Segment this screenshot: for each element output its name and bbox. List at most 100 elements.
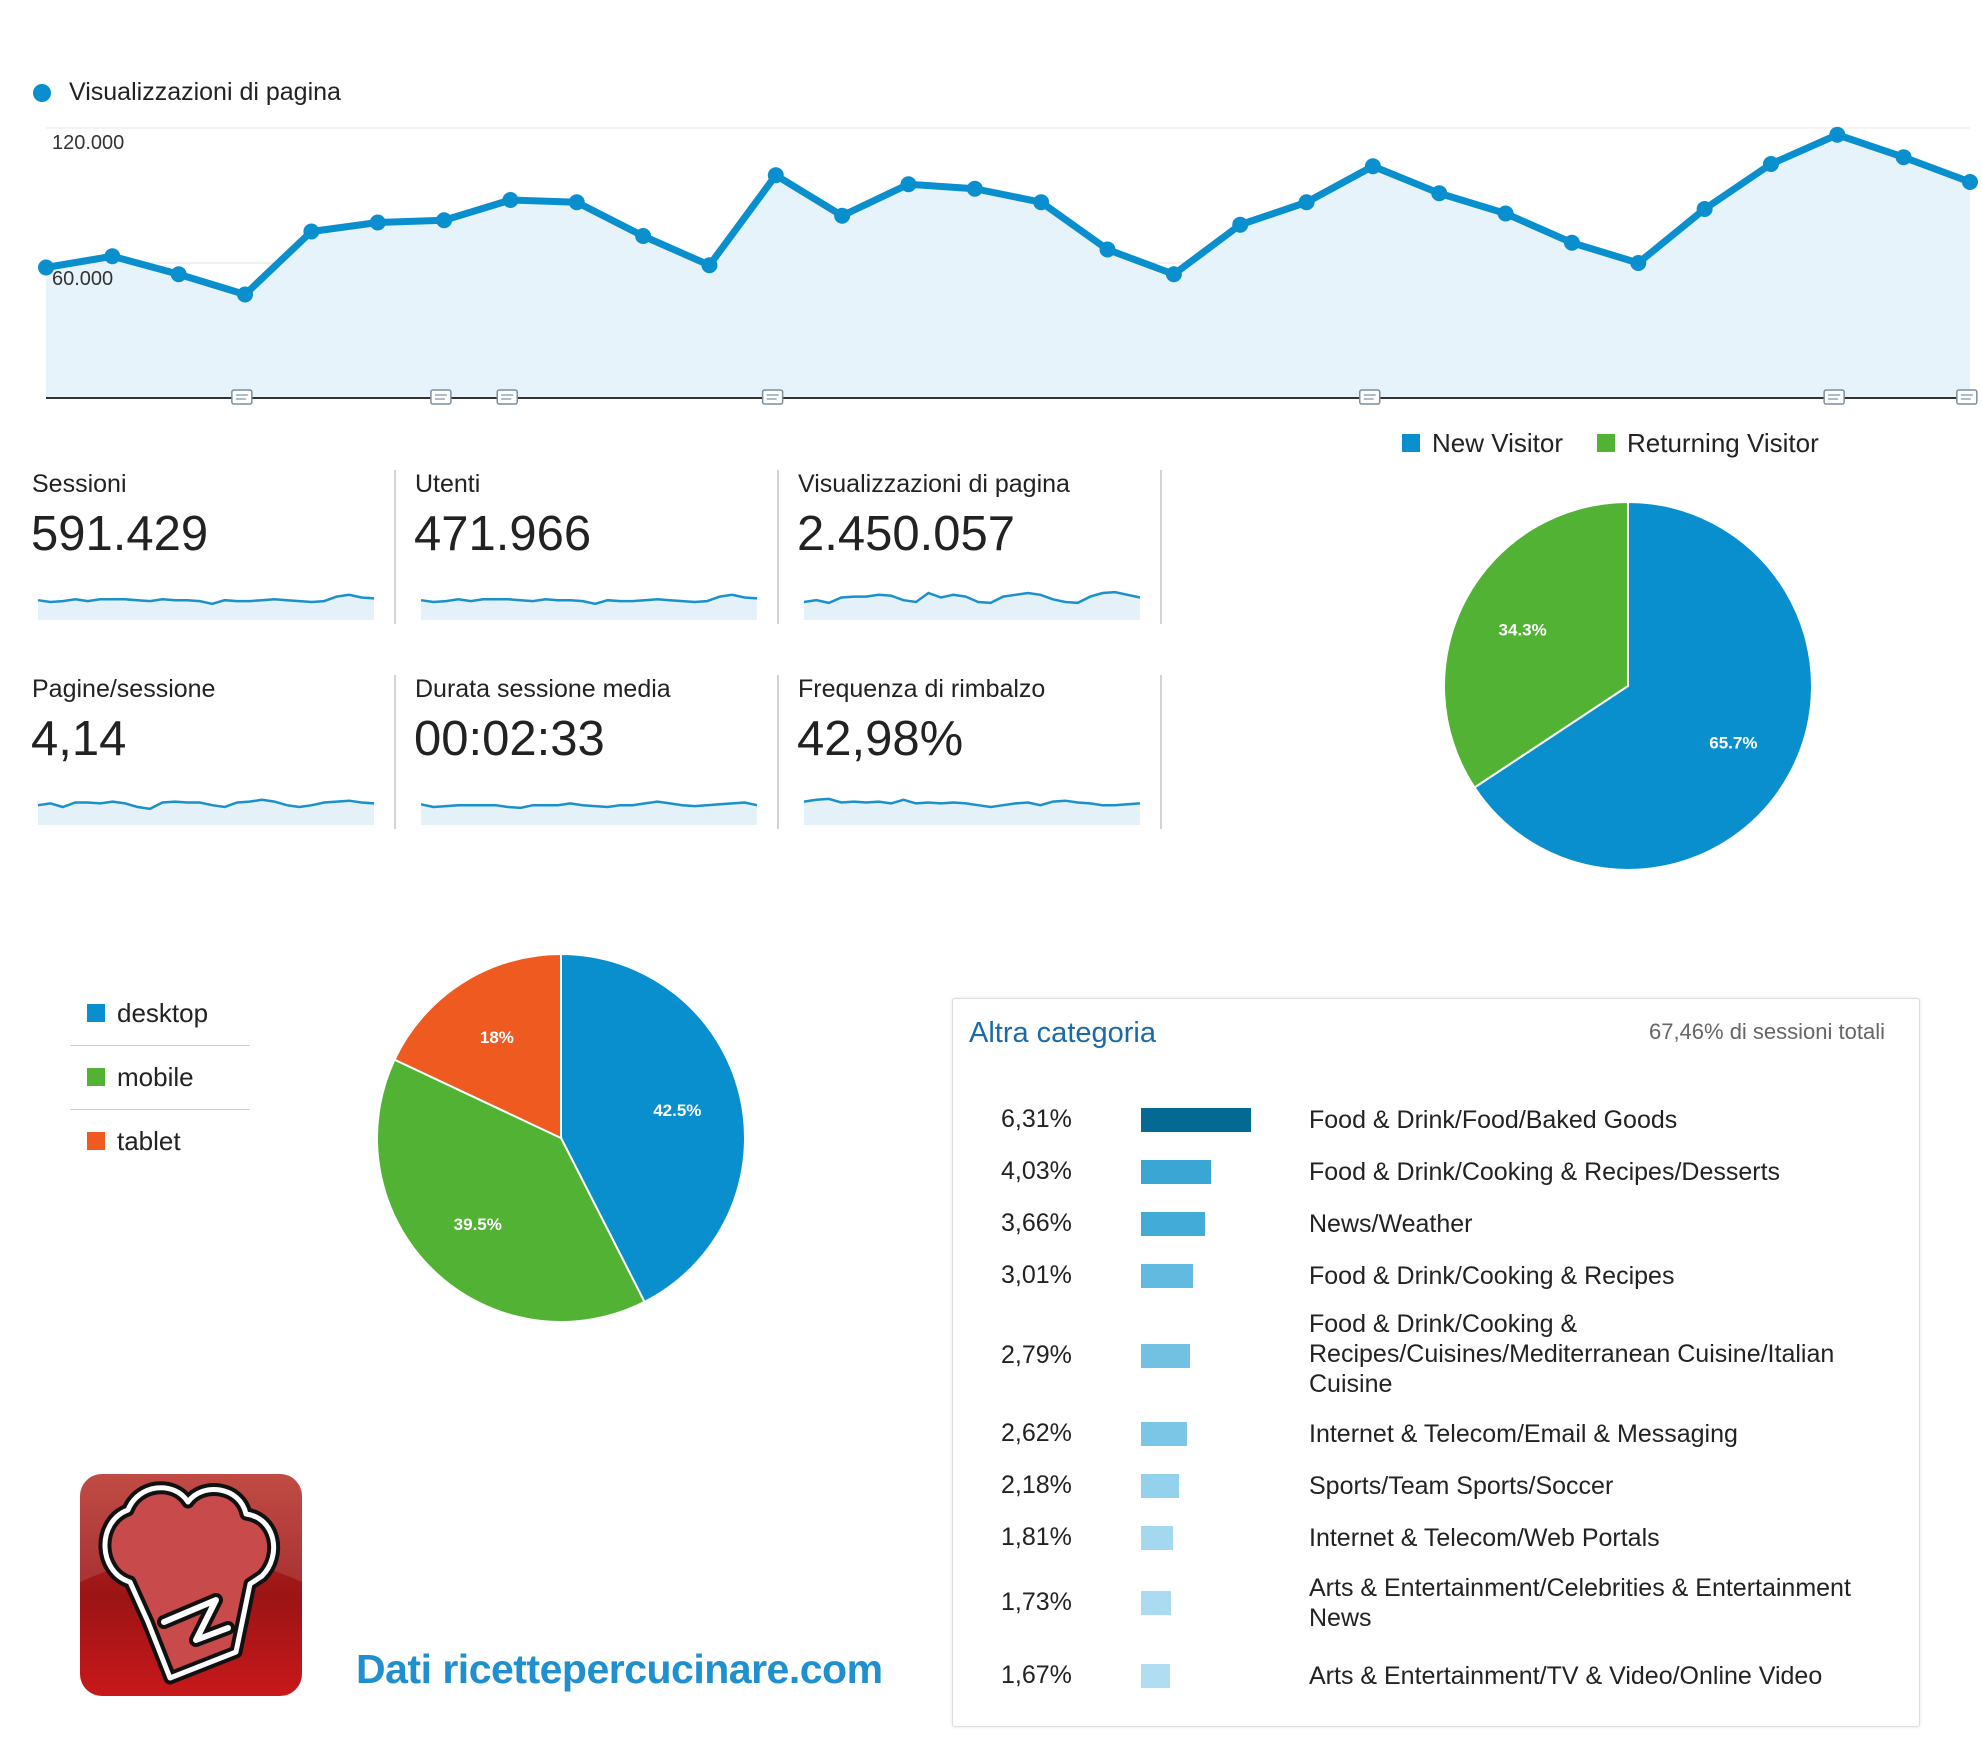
series-line — [45, 131, 1972, 298]
metric-divider — [394, 675, 396, 829]
annotation-icon — [761, 389, 784, 405]
legend-mobile-label: mobile — [117, 1062, 194, 1092]
data-point — [303, 223, 320, 240]
main-legend-label: Visualizzazioni di pagina — [69, 78, 341, 106]
data-point — [436, 212, 453, 229]
category-name: Food & Drink/Cooking & Recipes/Desserts — [1309, 1158, 1781, 1186]
metric-label: Sessioni — [32, 470, 127, 498]
category-row: 2,18% Sports/Team Sports/Soccer — [953, 1469, 1919, 1503]
metric-divider — [777, 675, 779, 829]
data-point — [767, 167, 784, 184]
category-percent: 2,18% — [1001, 1471, 1072, 1499]
data-point — [38, 259, 54, 276]
metric-label: Durata sessione media — [415, 675, 671, 703]
category-total: 67,46% di sessioni totali — [1648, 1019, 1885, 1044]
pie-slice-tablet — [393, 952, 562, 1140]
metric-value: 591.429 — [31, 507, 209, 561]
category-bar — [1141, 1664, 1170, 1688]
metric-label: Frequenza di rimbalzo — [798, 675, 1046, 703]
metric-label: Visualizzazioni di pagina — [798, 470, 1070, 498]
metric-value: 471.966 — [414, 507, 592, 561]
data-point — [1762, 156, 1779, 172]
data-point — [237, 286, 254, 303]
data-point — [1099, 241, 1116, 258]
data-point — [502, 192, 519, 208]
data-point — [701, 257, 718, 274]
category-percent: 6,31% — [1001, 1105, 1072, 1133]
annotation-icon — [430, 389, 452, 405]
metric-sparkline — [420, 800, 758, 825]
category-bar — [1141, 1422, 1187, 1446]
legend-new-visitor-swatch — [1402, 434, 1420, 452]
area-fill — [46, 134, 1970, 398]
data-point — [900, 176, 917, 193]
pie-slice-desktop — [560, 952, 746, 1304]
pie-value-label: 65.7% — [1709, 734, 1757, 753]
pie-value-label: 39.5% — [454, 1215, 502, 1234]
legend-returning-visitor-label: Returning Visitor — [1627, 428, 1819, 458]
device-pie-chart: 42.5% 39.5% 18% — [376, 952, 746, 1323]
metric-value: 2.450.057 — [797, 507, 1015, 561]
data-point — [1033, 194, 1050, 211]
category-row: 4,03% Food & Drink/Cooking & Recipes/Dess… — [953, 1155, 1919, 1189]
legend-new-visitor-label: New Visitor — [1432, 428, 1564, 458]
metric-label: Pagine/sessione — [32, 675, 216, 703]
annotation-icon — [1956, 389, 1978, 405]
category-name: Internet & Telecom/Email & Messaging — [1309, 1420, 1738, 1448]
pie-value-label: 42.5% — [653, 1101, 701, 1120]
metric-value: 4,14 — [31, 712, 127, 766]
metric-value: 00:02:33 — [414, 712, 605, 766]
category-percent: 3,66% — [1001, 1209, 1072, 1237]
category-percent: 4,03% — [1001, 1157, 1072, 1185]
metric-sparkline — [803, 590, 1141, 620]
data-point — [104, 248, 121, 265]
category-row: 6,31% Food & Drink/Food/Baked Goods — [953, 1103, 1919, 1137]
category-row: 1,73% Arts & Entertainment/Celebrities & … — [953, 1573, 1919, 1633]
data-point — [635, 228, 652, 244]
metric-sparkline — [37, 798, 375, 825]
annotation-icon — [1823, 389, 1845, 405]
data-point — [568, 194, 585, 211]
annotation-icon — [1358, 389, 1381, 405]
y-tick-60000: 60.000 — [52, 268, 114, 290]
legend-divider — [70, 1109, 250, 1110]
category-percent: 1,67% — [1001, 1661, 1072, 1689]
legend-tablet-label: tablet — [117, 1126, 181, 1156]
category-bar — [1141, 1108, 1251, 1132]
metric-divider — [1160, 675, 1162, 829]
category-row: 2,62% Internet & Telecom/Email & Messagin… — [953, 1417, 1919, 1451]
data-point — [1364, 158, 1381, 175]
category-percent: 1,73% — [1001, 1588, 1072, 1616]
annotation-icon — [231, 389, 253, 405]
pie-slice-new-visitor — [1473, 500, 1813, 871]
category-percent: 2,62% — [1001, 1419, 1072, 1447]
category-bar — [1141, 1160, 1211, 1184]
category-name: Food & Drink/Cooking & Recipes/Cuisines/… — [1309, 1310, 1835, 1398]
pageviews-line-chart — [38, 126, 1978, 405]
data-point — [1563, 234, 1580, 251]
data-point — [170, 266, 187, 283]
pie-value-label: 18% — [480, 1028, 514, 1047]
category-name: Food & Drink/Cooking & Recipes — [1309, 1262, 1675, 1290]
legend-desktop-swatch — [87, 1004, 105, 1022]
metric-value: 42,98% — [797, 712, 964, 766]
data-point — [1298, 194, 1315, 211]
legend-mobile-swatch — [87, 1068, 105, 1086]
category-row: 2,79% Food & Drink/Cooking & Recipes/Cuis… — [953, 1310, 1919, 1401]
category-name: News/Weather — [1309, 1210, 1473, 1238]
data-point — [1962, 174, 1978, 190]
category-percent: 3,01% — [1001, 1261, 1072, 1289]
category-name: Sports/Team Sports/Soccer — [1309, 1472, 1614, 1500]
metric-sparkline — [420, 593, 758, 620]
metric-sparkline — [803, 797, 1141, 825]
metric-divider — [1160, 470, 1162, 624]
data-point — [369, 214, 386, 231]
legend-desktop-label: desktop — [117, 998, 209, 1028]
pie-slice-returning-visitor — [1443, 500, 1629, 789]
metric-sparkline — [37, 593, 375, 620]
category-percent: 2,79% — [1001, 1341, 1072, 1369]
pie-slice-mobile — [376, 1058, 646, 1323]
data-point — [1431, 185, 1448, 202]
category-name: Food & Drink/Food/Baked Goods — [1309, 1106, 1678, 1134]
category-panel: Altra categoria 67,46% di sessioni total… — [952, 998, 1920, 1727]
